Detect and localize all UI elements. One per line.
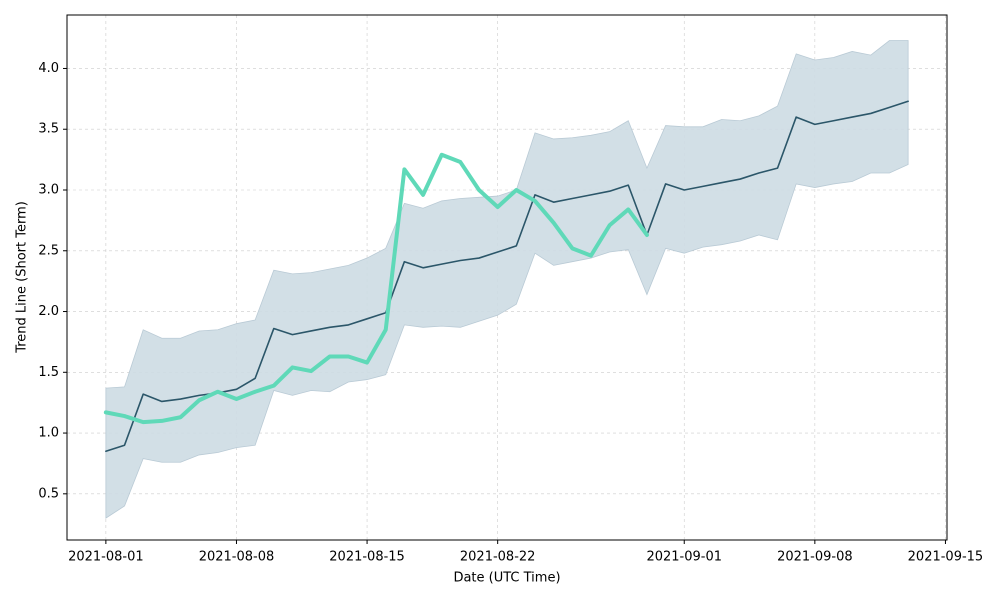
x-axis-label: Date (UTC Time) [453,571,560,586]
y-tick-label: 1.5 [38,365,59,380]
y-tick-label: 3.0 [38,183,59,198]
x-tick-label: 2021-09-15 [908,550,984,565]
x-tick-label: 2021-09-01 [646,550,722,565]
confidence-band [105,40,909,519]
y-tick-label: 2.5 [38,243,59,258]
x-tick-label: 2021-08-08 [199,550,275,565]
y-axis-label: Trend Line (Short Term) [15,201,30,354]
trend-line [105,100,909,453]
y-tick-label: 1.0 [38,426,59,441]
y-tick-label: 4.0 [38,61,59,76]
plot-frame [66,14,948,541]
x-tick-label: 2021-08-22 [460,550,536,565]
y-tick-label: 3.5 [38,122,59,137]
y-tick-label: 2.0 [38,304,59,319]
y-tick-label: 0.5 [38,486,59,501]
x-tick-label: 2021-09-08 [777,550,853,565]
x-tick-label: 2021-08-01 [68,550,144,565]
trend-line [103,152,649,425]
x-tick-label: 2021-08-15 [329,550,405,565]
